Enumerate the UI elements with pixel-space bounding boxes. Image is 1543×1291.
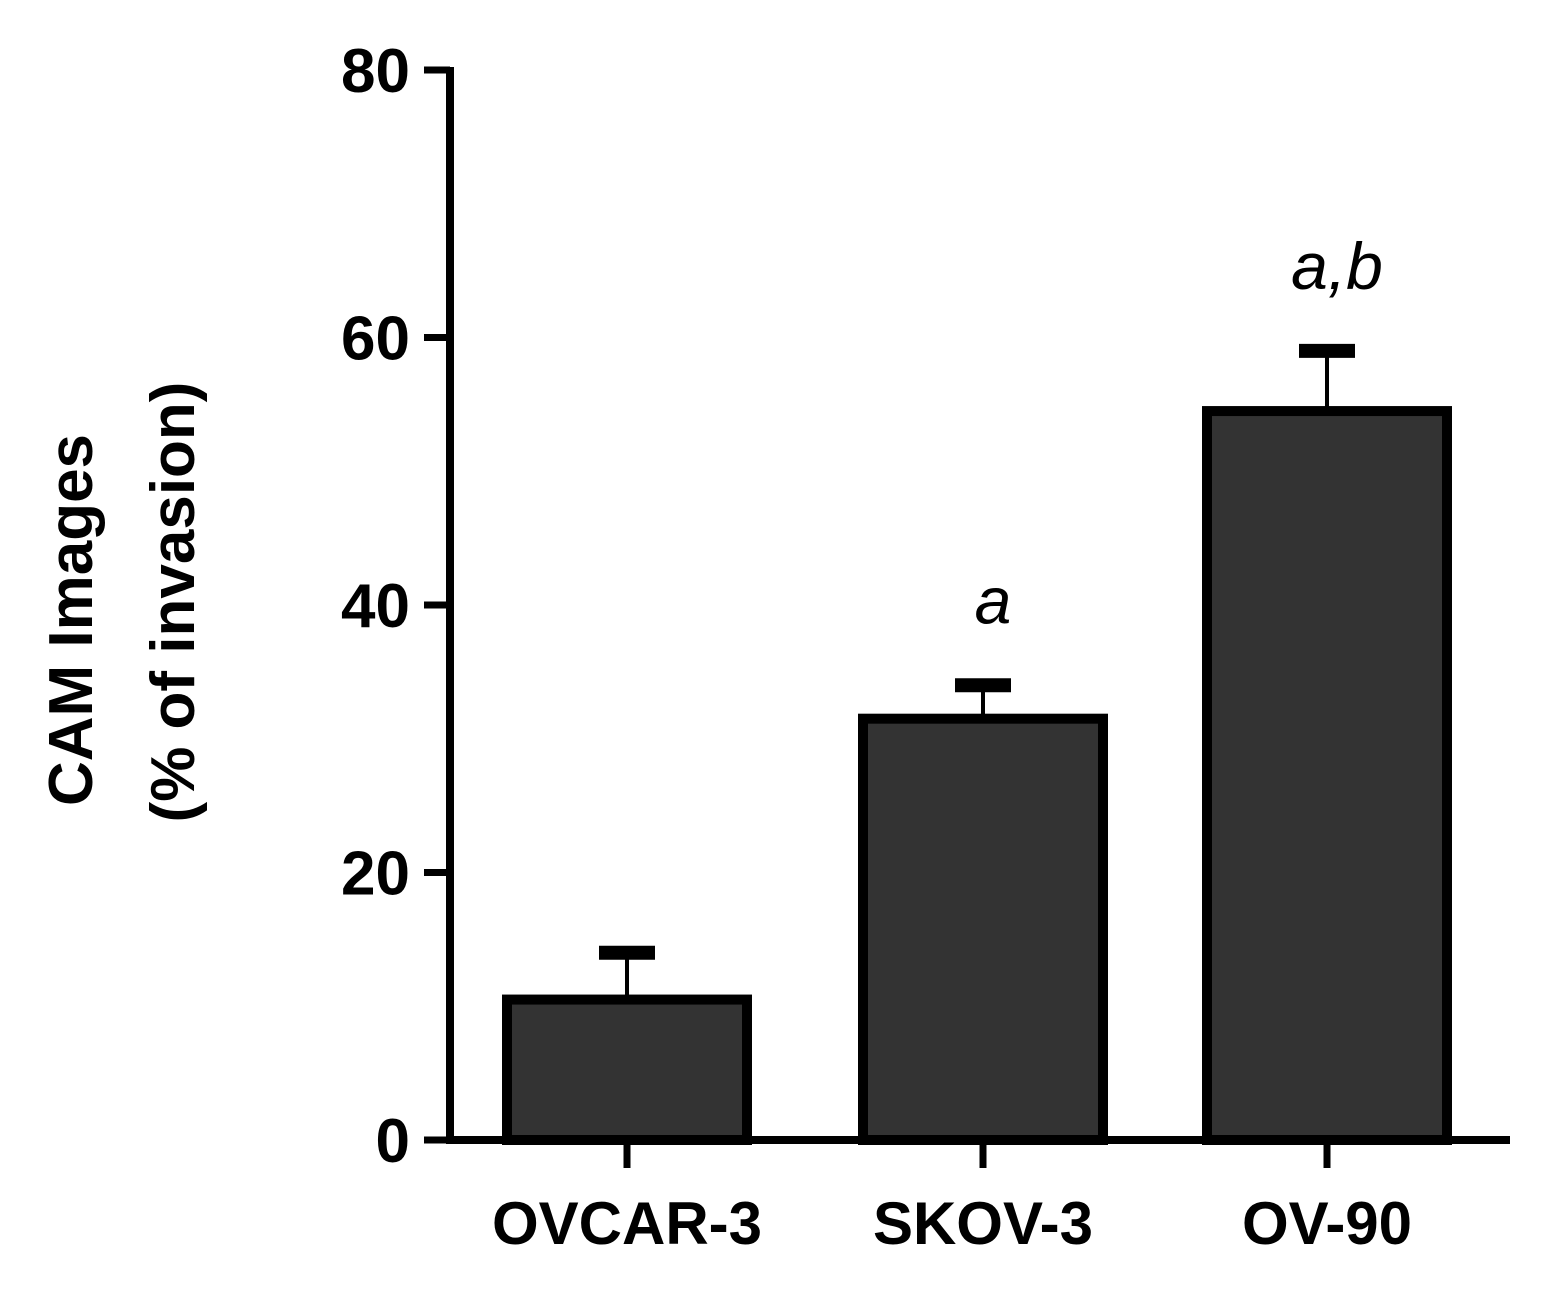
y-tick-label-40: 40 bbox=[341, 572, 410, 641]
y-axis-title-line-2: (% of invasion) bbox=[139, 382, 208, 823]
y-tick-label-20: 20 bbox=[341, 840, 410, 909]
annotation-skov-3: a bbox=[975, 563, 1012, 637]
x-label-skov-3: SKOV-3 bbox=[873, 1190, 1093, 1257]
annotation-ov-90: a,b bbox=[1291, 229, 1383, 303]
bar-ov-90 bbox=[1202, 406, 1452, 1145]
y-axis-title-line-1: CAM Images bbox=[37, 434, 106, 806]
x-categories-layer: OVCAR-3 SKOV-3 OV-90 bbox=[492, 1190, 1412, 1257]
bars-layer bbox=[502, 406, 1452, 1145]
y-ticks-layer: 0 20 40 60 80 bbox=[341, 37, 1331, 1176]
bar-skov-3 bbox=[858, 713, 1108, 1145]
x-label-ovcar-3: OVCAR-3 bbox=[492, 1190, 762, 1257]
annotations-layer: a a,b bbox=[975, 229, 1383, 637]
y-tick-label-60: 60 bbox=[341, 305, 410, 374]
y-axis-title: CAM Images (% of invasion) bbox=[37, 382, 208, 823]
error-bars-layer bbox=[599, 343, 1355, 1000]
y-tick-label-0: 0 bbox=[376, 1107, 410, 1176]
y-tick-label-80: 80 bbox=[341, 37, 410, 106]
bar-ovcar-3 bbox=[502, 994, 752, 1145]
x-label-ov-90: OV-90 bbox=[1242, 1190, 1412, 1257]
